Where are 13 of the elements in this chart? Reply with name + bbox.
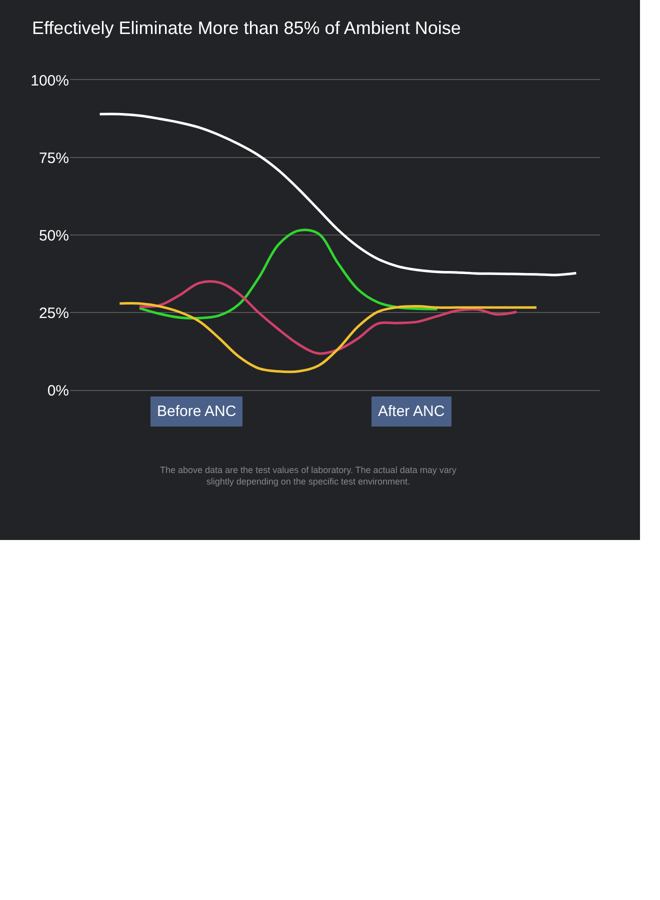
- line-series: [118, 302, 538, 374]
- y-tick-label: 50%: [38, 227, 69, 244]
- line-series: [98, 112, 578, 276]
- y-tick-label: 100%: [30, 72, 69, 90]
- text: The above data are the test values of laboratory. The actual data may vary slightly depending on the specific test environment.: [160, 465, 457, 487]
- y-tick-label: 25%: [38, 304, 69, 322]
- chart-title: Effectively Eliminate More than 85% of Ambient Noise: [32, 18, 461, 38]
- text: After ANC: [378, 403, 445, 420]
- line-series: [138, 228, 438, 320]
- y-tick-label: 75%: [38, 150, 69, 167]
- y-tick-label: 0%: [47, 382, 69, 400]
- text: Before ANC: [157, 403, 236, 420]
- line-series: [138, 280, 518, 355]
